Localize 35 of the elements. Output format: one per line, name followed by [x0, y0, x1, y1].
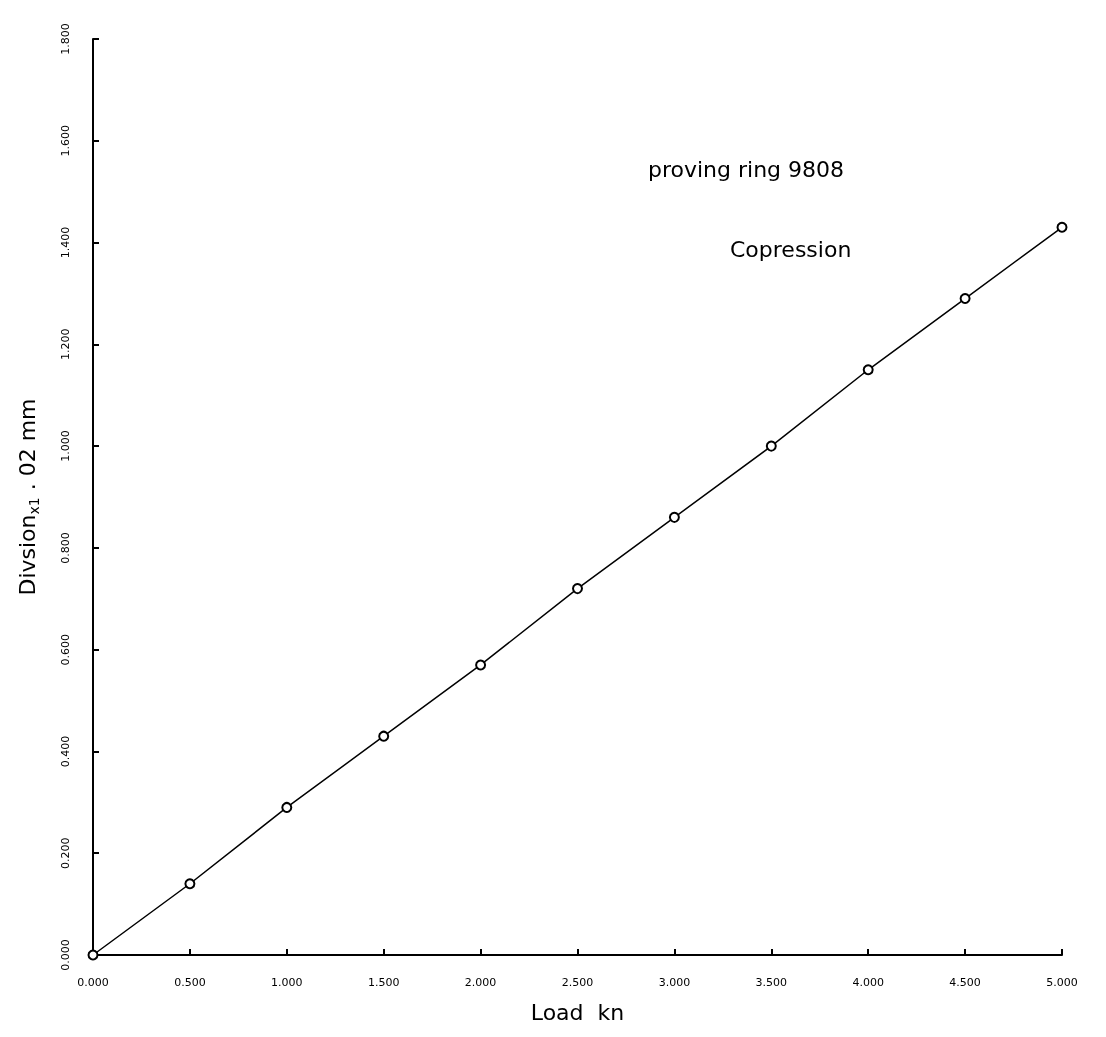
- x-tick-label: 2.500: [561, 976, 594, 989]
- y-tick-label: 1.400: [59, 226, 72, 259]
- point: [1056, 221, 1068, 233]
- x-tick-label: 3.000: [658, 976, 691, 989]
- y-tick-label: 1.000: [59, 430, 72, 462]
- x-tick-label: 0.500: [174, 976, 206, 989]
- x-tick-label: 3.500: [755, 976, 788, 989]
- y-tick-label: 1.600: [59, 125, 72, 157]
- y-tick-label: 1.800: [59, 23, 72, 55]
- point: [281, 801, 293, 813]
- point: [959, 293, 971, 305]
- annotation: Copression: [730, 236, 852, 262]
- x-tick-label: 1.000: [271, 976, 303, 989]
- y-tick-label: 0.800: [59, 532, 72, 564]
- y-axis-title: Divsionx1 . 02 mm: [14, 398, 42, 596]
- point: [668, 511, 680, 523]
- y-tick-label: 0.400: [59, 735, 72, 768]
- point: [87, 949, 99, 961]
- y-tick-label: 0.600: [59, 633, 72, 666]
- point: [475, 659, 487, 671]
- point: [765, 440, 777, 452]
- x-tick-label: 5.000: [1046, 976, 1078, 989]
- x-tick-label: 0.000: [77, 976, 109, 989]
- x-tick-label: 1.500: [367, 976, 400, 989]
- y-tick-label: 0.200: [59, 837, 72, 869]
- point: [184, 878, 196, 890]
- point: [378, 730, 390, 742]
- x-tick-label: 4.500: [949, 976, 981, 989]
- x-tick-label: 2.000: [464, 976, 497, 989]
- point: [572, 583, 583, 595]
- y-tick-label: 1.200: [59, 328, 72, 361]
- x-tick-label: 4.000: [852, 976, 884, 989]
- point: [862, 364, 874, 376]
- annotation: proving ring 9808: [648, 156, 845, 182]
- x-axis-title: Load kn: [530, 999, 625, 1025]
